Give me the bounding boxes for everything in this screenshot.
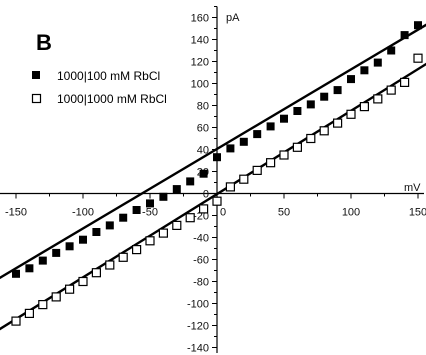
legend-label-1000-1000: 1000|1000 mM RbCl: [57, 92, 167, 106]
data-point-series-1: [24, 308, 34, 318]
data-point-series-0: [79, 235, 87, 244]
x-tick-label: 100: [342, 207, 360, 219]
data-point-series-0: [132, 206, 141, 214]
data-point-series-1: [400, 77, 410, 88]
data-point-series-0: [266, 122, 275, 131]
panel-label: B: [36, 30, 52, 55]
y-tick-label: -100: [187, 299, 209, 311]
data-point-series-1: [306, 133, 316, 144]
x-tick-label: 0: [220, 207, 226, 219]
data-point-series-1: [279, 150, 289, 160]
data-point-series-0: [320, 92, 329, 101]
y-tick-label: 100: [191, 79, 209, 91]
data-point-series-1: [105, 260, 115, 270]
y-tick-label: -80: [193, 277, 209, 289]
fit-lines: [0, 23, 426, 331]
y-tick-label: -20: [193, 211, 209, 223]
y-tick-label: 40: [197, 145, 209, 157]
data-point-series-0: [105, 221, 114, 230]
data-point-series-1: [373, 94, 383, 104]
legend-label-1000-100: 1000|100 mM RbCl: [57, 69, 160, 83]
data-point-series-1: [359, 101, 369, 112]
data-point-series-1: [172, 220, 182, 230]
data-point-series-1: [212, 196, 222, 206]
data-point-series-0: [306, 100, 315, 109]
legend-marker-open: [31, 93, 42, 104]
data-point-series-1: [118, 252, 128, 262]
data-point-series-0: [186, 177, 195, 186]
y-tick-label: 80: [197, 101, 209, 113]
data-point-series-0: [373, 58, 382, 67]
data-point-series-0: [146, 199, 154, 208]
data-point-series-0: [239, 137, 248, 146]
data-point-series-1: [38, 300, 48, 310]
data-point-series-0: [65, 242, 74, 251]
x-tick-label: -150: [5, 207, 27, 219]
data-point-series-0: [400, 31, 409, 40]
data-point-series-1: [333, 118, 343, 128]
data-point-series-1: [413, 53, 423, 63]
y-tick-label: -40: [193, 233, 209, 245]
data-point-series-1: [91, 268, 102, 278]
data-point-series-0: [92, 228, 101, 236]
data-point-series-1: [225, 182, 235, 192]
data-point-series-1: [64, 284, 75, 294]
y-tick-label: 140: [191, 35, 209, 47]
data-point-series-1: [319, 126, 329, 136]
data-points: [11, 21, 423, 326]
tick-marks: [15, 6, 419, 348]
tick-labels: -150 -100 -50 50 100 150 0 -140 -120 -100 -80 -60 -4…: [5, 13, 426, 355]
y-tick-label: 0: [203, 189, 209, 201]
data-point-series-1: [292, 142, 302, 152]
data-point-series-1: [346, 109, 356, 119]
y-tick-label: -140: [187, 343, 209, 355]
data-point-series-1: [199, 204, 209, 214]
data-point-series-0: [333, 86, 342, 95]
y-tick-label: -60: [193, 255, 209, 267]
x-tick-label: -50: [142, 207, 158, 219]
x-axis-unit-label: mV: [404, 182, 421, 194]
data-point-series-1: [158, 228, 168, 238]
data-point-series-0: [253, 130, 262, 139]
x-tick-label: 50: [278, 207, 290, 219]
data-point-series-1: [78, 276, 88, 287]
data-point-series-0: [347, 75, 355, 84]
data-point-series-0: [52, 248, 61, 257]
data-point-series-0: [293, 107, 302, 115]
data-point-series-0: [119, 213, 128, 222]
data-point-series-1: [266, 158, 276, 168]
data-point-series-0: [280, 114, 288, 123]
data-point-series-1: [11, 316, 21, 326]
data-point-series-0: [213, 153, 221, 162]
data-point-series-1: [252, 165, 262, 175]
data-point-series-0: [360, 66, 369, 75]
axes: [0, 6, 424, 353]
data-point-series-1: [51, 292, 61, 302]
y-tick-label: -120: [187, 321, 209, 333]
y-tick-label: 60: [197, 123, 209, 135]
legend: 1000|100 mM RbCl 1000|1000 mM RbCl: [31, 69, 167, 106]
data-point-series-1: [386, 85, 396, 95]
data-point-series-0: [414, 21, 422, 30]
data-point-series-0: [172, 185, 181, 194]
y-tick-label: 160: [191, 13, 209, 25]
data-point-series-0: [25, 264, 34, 273]
data-point-series-0: [226, 144, 235, 153]
data-point-series-1: [145, 236, 155, 246]
data-point-series-1: [132, 245, 142, 255]
x-tick-label: -100: [72, 207, 94, 219]
y-tick-label: 120: [191, 57, 209, 69]
x-tick-label: 150: [409, 207, 426, 219]
y-axis-unit-label: pA: [226, 12, 240, 24]
data-point-series-0: [159, 192, 168, 201]
data-point-series-0: [199, 169, 208, 178]
data-point-series-1: [239, 174, 249, 184]
data-point-series-0: [38, 256, 47, 265]
legend-marker-filled: [32, 71, 40, 79]
data-point-series-0: [12, 269, 20, 278]
fit-line-series-0: [0, 23, 426, 280]
data-point-series-1: [185, 213, 195, 223]
data-point-series-0: [387, 46, 396, 55]
